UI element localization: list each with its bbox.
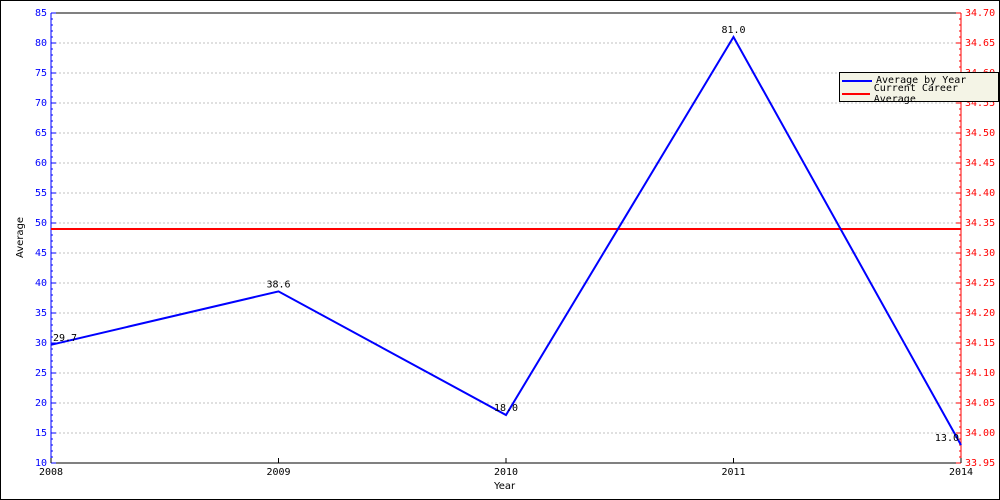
svg-text:34.65: 34.65	[965, 38, 995, 49]
svg-text:80: 80	[35, 38, 47, 49]
svg-text:29.7: 29.7	[53, 333, 77, 344]
svg-text:2010: 2010	[494, 467, 518, 478]
svg-text:34.70: 34.70	[965, 8, 995, 19]
svg-text:34.20: 34.20	[965, 308, 995, 319]
legend-swatch-blue	[842, 80, 872, 82]
svg-text:38.6: 38.6	[266, 279, 290, 290]
svg-text:18.0: 18.0	[494, 403, 518, 414]
svg-text:34.05: 34.05	[965, 398, 995, 409]
svg-text:2011: 2011	[721, 467, 745, 478]
svg-text:55: 55	[35, 188, 47, 199]
svg-text:34.25: 34.25	[965, 278, 995, 289]
svg-text:34.40: 34.40	[965, 188, 995, 199]
svg-text:34.10: 34.10	[965, 368, 995, 379]
svg-text:2014: 2014	[949, 467, 973, 478]
svg-text:70: 70	[35, 98, 47, 109]
svg-text:45: 45	[35, 248, 47, 259]
svg-text:20: 20	[35, 398, 47, 409]
legend-item-career-avg: Current Career Average	[842, 87, 996, 100]
x-axis-title: Year	[494, 481, 515, 492]
svg-text:13.0: 13.0	[935, 433, 959, 444]
svg-text:85: 85	[35, 8, 47, 19]
svg-text:2008: 2008	[39, 467, 63, 478]
svg-text:34.50: 34.50	[965, 128, 995, 139]
svg-text:34.30: 34.30	[965, 248, 995, 259]
plot-area: 1015202530354045505560657075808533.9534.…	[51, 13, 961, 463]
chart-svg: 1015202530354045505560657075808533.9534.…	[51, 13, 961, 463]
legend: Average by Year Current Career Average	[839, 72, 999, 102]
chart-frame: 1015202530354045505560657075808533.9534.…	[0, 0, 1000, 500]
svg-text:34.15: 34.15	[965, 338, 995, 349]
svg-text:34.45: 34.45	[965, 158, 995, 169]
svg-text:75: 75	[35, 68, 47, 79]
svg-text:60: 60	[35, 158, 47, 169]
svg-text:40: 40	[35, 278, 47, 289]
legend-swatch-red	[842, 93, 870, 95]
svg-text:35: 35	[35, 308, 47, 319]
y-axis-title: Average	[15, 217, 26, 258]
svg-text:25: 25	[35, 368, 47, 379]
svg-text:34.00: 34.00	[965, 428, 995, 439]
svg-text:15: 15	[35, 428, 47, 439]
svg-text:65: 65	[35, 128, 47, 139]
legend-label-career-avg: Current Career Average	[874, 83, 996, 105]
svg-text:30: 30	[35, 338, 47, 349]
svg-text:50: 50	[35, 218, 47, 229]
svg-text:81.0: 81.0	[721, 25, 745, 36]
svg-text:2009: 2009	[266, 467, 290, 478]
svg-text:34.35: 34.35	[965, 218, 995, 229]
